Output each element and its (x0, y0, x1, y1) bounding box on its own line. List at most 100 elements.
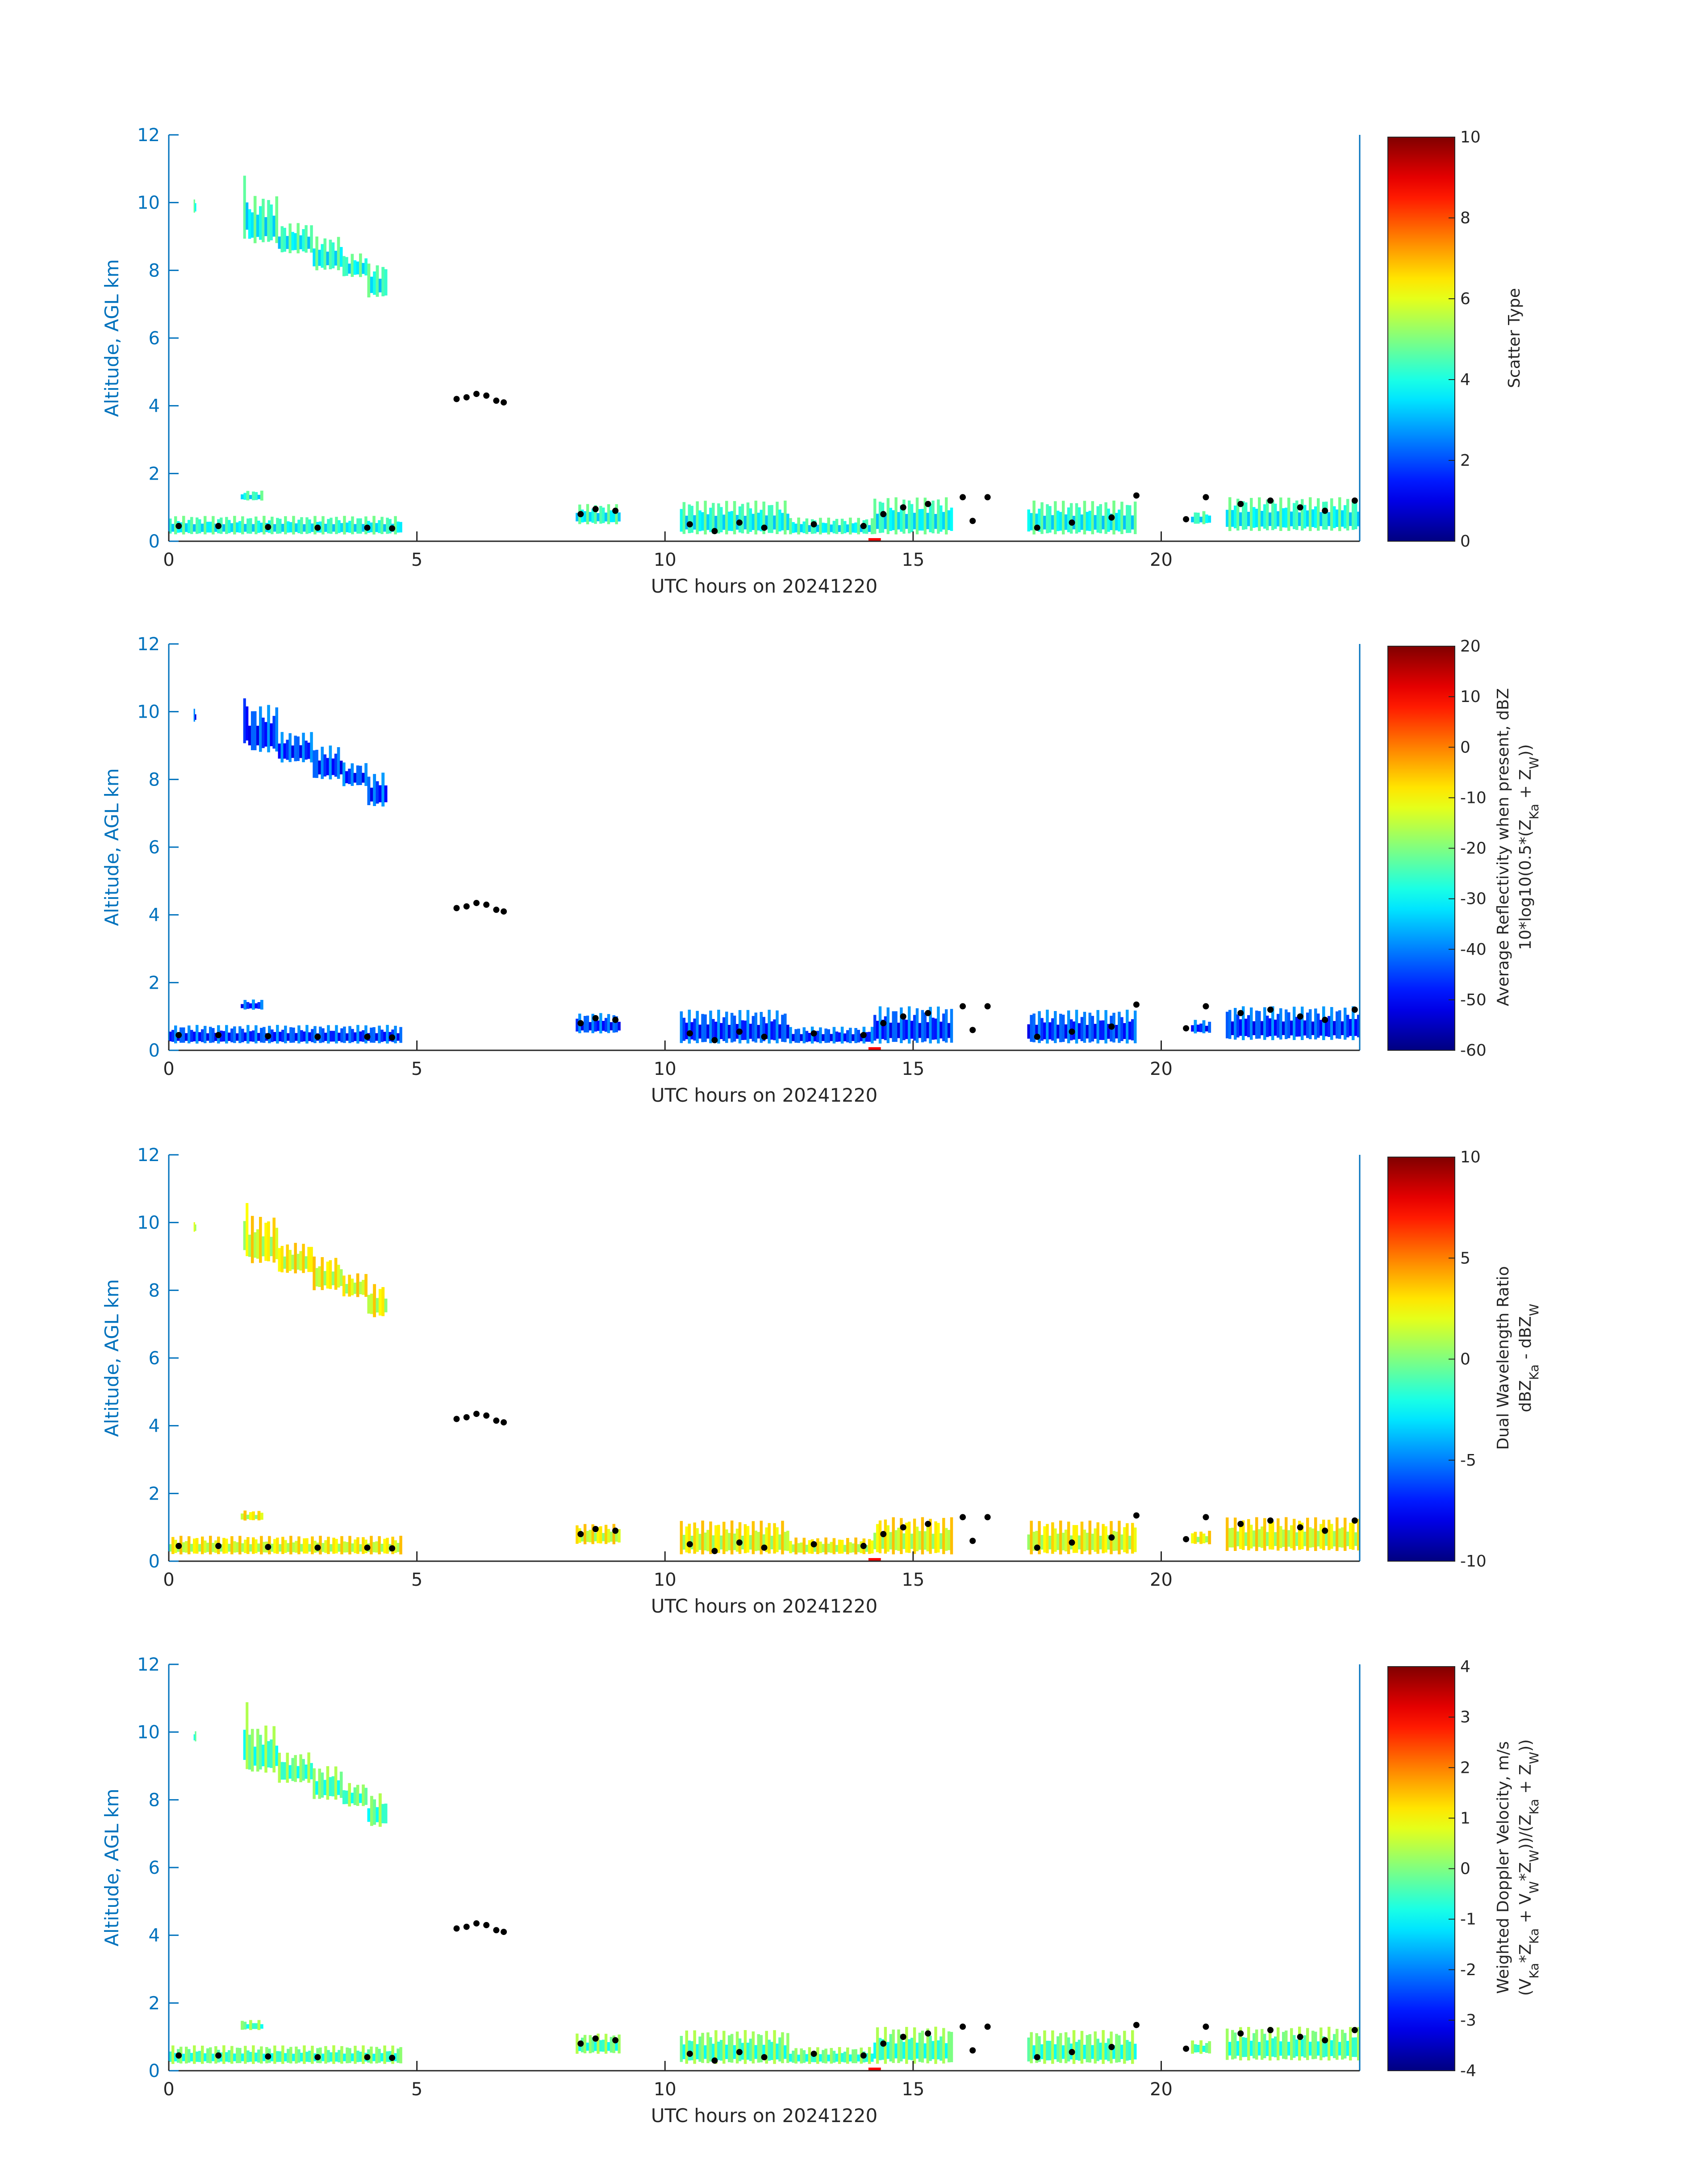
echo-cell (295, 523, 298, 532)
echo-cell (1228, 1010, 1232, 1039)
cloud-boundary-point (711, 2057, 718, 2064)
echo-cell (597, 1020, 600, 1031)
echo-cell (881, 1020, 885, 1039)
echo-cell (373, 774, 376, 806)
echo-cell (1228, 1528, 1232, 1548)
cloud-boundary-point (1069, 1539, 1075, 1546)
echo-cell (351, 2053, 354, 2061)
cloud-boundary-point (1069, 519, 1075, 526)
echo-cell (1134, 2043, 1137, 2060)
echo-cell (260, 1536, 263, 1554)
echo-cell (249, 1003, 252, 1009)
cloud-boundary-point (736, 2049, 743, 2056)
echo-cell (171, 2045, 175, 2064)
echo-cell (281, 2045, 284, 2064)
echo-cell (281, 524, 284, 532)
echo-cell (244, 1539, 247, 1553)
echo-cell (248, 1234, 251, 1257)
echo-cell (1120, 2044, 1123, 2059)
echo-cell (1295, 1017, 1299, 1037)
echo-cell (1336, 1517, 1339, 1551)
echo-cell (251, 212, 254, 238)
cloud-boundary-point (389, 525, 396, 532)
echo-cell (1086, 1025, 1089, 1039)
echo-cell (353, 260, 357, 275)
echo-cell (339, 1269, 343, 1286)
cloud-boundary-point (493, 1927, 500, 1934)
echo-cell (1048, 1022, 1052, 1040)
echo-cell (1080, 514, 1084, 530)
echo-cell (255, 516, 258, 535)
echo-cell (241, 494, 244, 500)
echo-cell (778, 1534, 781, 1550)
echo-cell (1038, 2036, 1041, 2062)
echo-cell (586, 504, 589, 525)
echo-cell (174, 2053, 177, 2062)
echo-cell (878, 1520, 882, 1554)
echo-cell (1191, 2040, 1194, 2054)
echo-cell (1346, 1015, 1349, 1037)
echo-cell (262, 199, 265, 242)
cloud-boundary-point (1297, 2034, 1303, 2040)
echo-cell (322, 1028, 325, 1043)
echo-cell (889, 1023, 892, 1038)
echo-cell (1341, 2030, 1344, 2060)
echo-cell (612, 510, 615, 522)
echo-cell (1282, 1529, 1285, 1547)
echo-cell (757, 1025, 760, 1039)
y-tick-label: 2 (149, 973, 160, 993)
echo-cell (324, 523, 327, 532)
cloud-boundary-point (364, 2054, 371, 2060)
echo-cell (348, 521, 351, 533)
echo-cell (305, 1025, 309, 1044)
echo-cell (685, 1526, 688, 1553)
echo-cell (1202, 1020, 1206, 1033)
echo-cell (256, 214, 259, 237)
echo-cell (171, 524, 175, 532)
echo-cell (1250, 498, 1253, 531)
echo-cell (255, 1025, 258, 1044)
echo-cell (380, 2053, 384, 2062)
echo-cell (337, 1265, 340, 1288)
echo-cell (797, 1543, 800, 1553)
echo-cell (169, 1032, 172, 1041)
echo-cell (367, 1295, 371, 1314)
echo-cell (383, 1538, 386, 1554)
echo-cell (1250, 1007, 1253, 1040)
echo-cell (1088, 1012, 1092, 1043)
echo-cell (343, 2053, 346, 2061)
echo-cell (800, 524, 803, 532)
echo-cell (381, 1804, 385, 1823)
echo-cell (792, 522, 795, 533)
echo-cell (1120, 1017, 1123, 1041)
echo-cell (376, 781, 379, 804)
echo-cell (945, 1009, 948, 1043)
echo-cell (195, 1224, 196, 1231)
echo-cell (794, 1538, 798, 1554)
x-tick-label: 10 (654, 1059, 677, 1079)
echo-cell (1303, 1020, 1307, 1036)
echo-cell (356, 1784, 359, 1806)
echo-cell (249, 1031, 252, 1042)
echo-cell (375, 2047, 378, 2064)
echo-cell (1118, 1011, 1121, 1043)
echo-cell (824, 2048, 827, 2064)
echo-cell (1194, 1020, 1197, 1034)
echo-cell (257, 520, 260, 533)
echo-cell (337, 1780, 340, 1795)
echo-cell (830, 1034, 833, 1041)
echo-cell (330, 2052, 333, 2062)
cloud-boundary-point (686, 1541, 693, 1548)
echo-cell (308, 1544, 311, 1552)
cloud-boundary-point (810, 521, 817, 528)
echo-cell (278, 1248, 281, 1272)
echo-cell (1102, 1524, 1105, 1554)
cloud-boundary-point (389, 1545, 396, 1552)
echo-cell (326, 758, 330, 776)
cloud-boundary-point (592, 1015, 599, 1021)
cloud-boundary-point (215, 522, 222, 529)
echo-cell (706, 2032, 710, 2064)
echo-cell (281, 1537, 284, 1554)
